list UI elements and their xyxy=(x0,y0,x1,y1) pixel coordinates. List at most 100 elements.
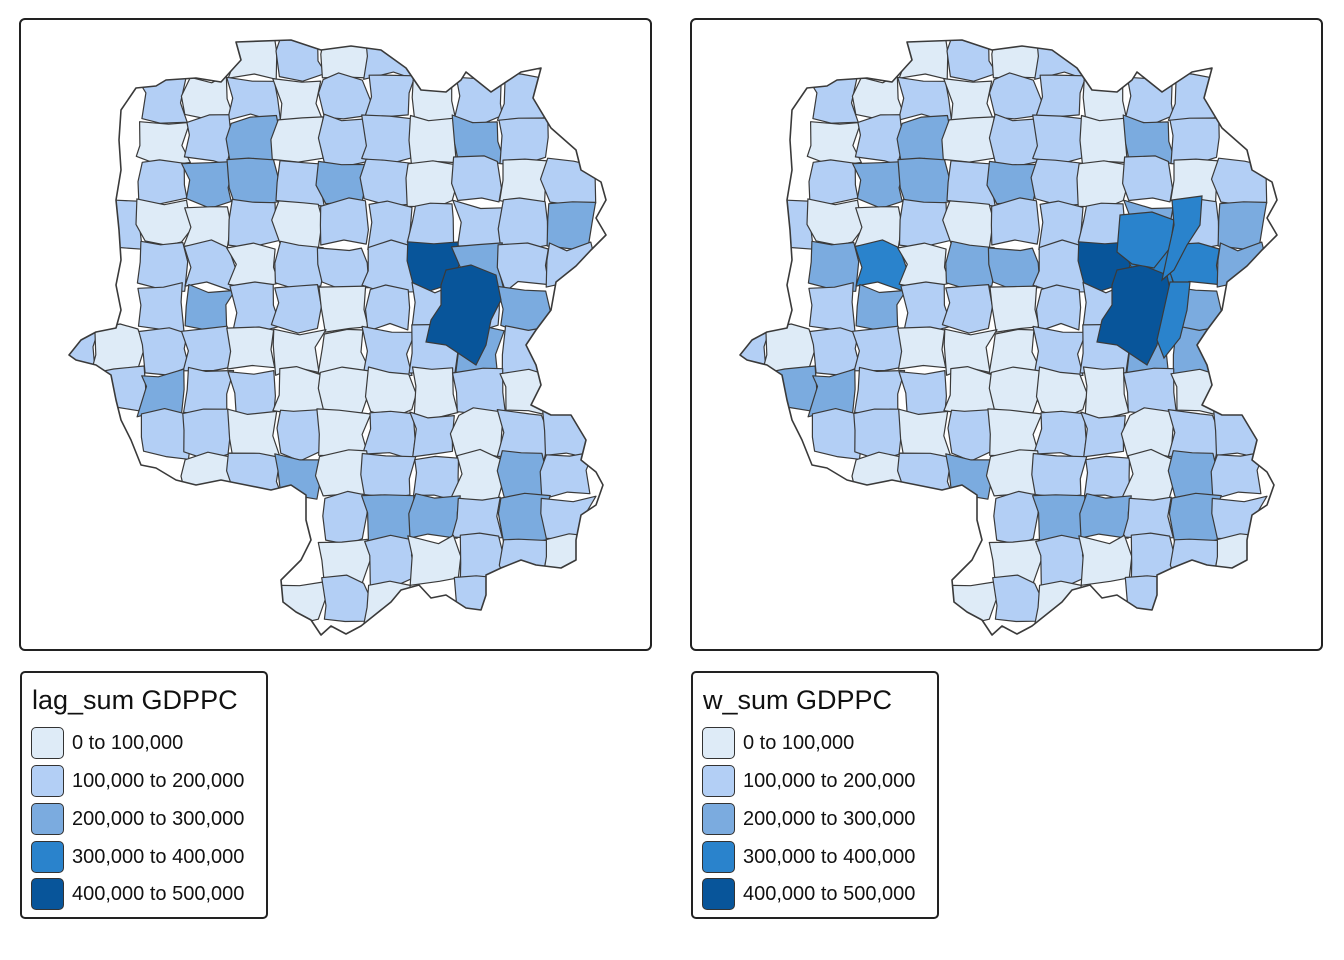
county-region xyxy=(364,74,416,118)
county-region xyxy=(364,284,411,332)
legend-label: 200,000 to 300,000 xyxy=(743,808,916,830)
legend-item: 300,000 to 400,000 xyxy=(702,841,934,873)
county-region xyxy=(540,495,597,540)
county-region xyxy=(763,365,818,412)
legend-swatch xyxy=(31,841,64,873)
county-region xyxy=(226,157,280,206)
county-region xyxy=(1212,408,1266,460)
legend-label: 300,000 to 400,000 xyxy=(72,846,245,868)
legend-swatch xyxy=(31,727,64,759)
county-region xyxy=(1130,532,1176,584)
county-region xyxy=(1122,367,1178,415)
county-region xyxy=(361,325,416,377)
legend-item: 0 to 100,000 xyxy=(702,727,934,759)
county-region xyxy=(993,490,1039,546)
county-region xyxy=(316,247,370,289)
legend-lag-sum: lag_sum GDPPC 0 to 100,000 100,000 to 20… xyxy=(20,671,268,919)
county-region xyxy=(539,157,597,205)
county-region xyxy=(941,284,993,334)
county-region xyxy=(541,408,595,460)
legend-item: 100,000 to 200,000 xyxy=(702,765,934,797)
county-region xyxy=(898,198,952,249)
county-region-ring xyxy=(1156,281,1191,360)
county-region xyxy=(229,281,282,335)
county-region xyxy=(542,533,595,587)
legend-swatch xyxy=(31,803,64,835)
legend-label: 0 to 100,000 xyxy=(743,732,855,754)
county-region xyxy=(1035,366,1088,419)
legend-item: 200,000 to 300,000 xyxy=(31,803,263,835)
county-region xyxy=(317,72,372,120)
legend-swatch xyxy=(702,841,735,873)
county-region xyxy=(1122,155,1173,203)
county-regions xyxy=(740,40,1268,628)
county-region-core xyxy=(425,264,502,366)
county-region xyxy=(854,114,904,166)
county-regions xyxy=(69,40,597,628)
county-region xyxy=(992,574,1043,623)
county-region xyxy=(407,534,462,586)
county-region xyxy=(1080,411,1126,458)
county-region xyxy=(137,159,188,205)
map-panel-w-sum xyxy=(690,18,1323,651)
county-region xyxy=(941,116,995,163)
county-region xyxy=(855,283,907,331)
county-region xyxy=(450,448,507,504)
county-region xyxy=(498,538,552,582)
county-region xyxy=(1082,72,1129,125)
county-region xyxy=(809,72,859,124)
county-region xyxy=(1076,160,1131,208)
legend-item: 300,000 to 400,000 xyxy=(31,841,263,873)
legend-label: 300,000 to 400,000 xyxy=(743,846,916,868)
county-region xyxy=(1122,496,1174,540)
choropleth-map-w-sum xyxy=(739,39,1278,636)
county-region xyxy=(362,410,416,461)
county-region xyxy=(851,74,905,120)
county-region xyxy=(274,453,322,500)
county-region xyxy=(183,114,233,166)
county-region xyxy=(501,325,551,377)
legend-item: 400,000 to 500,000 xyxy=(702,878,934,910)
legend-swatch xyxy=(31,878,64,910)
county-region xyxy=(360,452,417,499)
county-region xyxy=(499,368,549,416)
county-region xyxy=(808,159,859,205)
county-region xyxy=(897,157,951,206)
county-region xyxy=(319,197,369,246)
county-region xyxy=(138,72,188,124)
county-region-ring xyxy=(1161,195,1203,282)
county-region-ring xyxy=(1116,211,1175,269)
county-region xyxy=(898,408,952,461)
county-region xyxy=(1210,451,1266,500)
county-region xyxy=(1035,534,1088,588)
county-region xyxy=(180,74,234,120)
county-region xyxy=(1078,534,1133,586)
county-region xyxy=(361,114,417,164)
choropleth-map-lag-sum xyxy=(68,39,607,636)
county-region xyxy=(138,327,190,376)
legend-label: 400,000 to 500,000 xyxy=(743,883,916,905)
county-region xyxy=(274,240,328,289)
county-region xyxy=(180,325,233,372)
province-outline xyxy=(739,39,1278,636)
county-region xyxy=(1035,74,1087,118)
county-region xyxy=(135,121,191,167)
county-region xyxy=(137,282,185,335)
county-region-core xyxy=(1096,264,1173,366)
county-region xyxy=(945,453,993,500)
county-region xyxy=(362,580,411,627)
county-region xyxy=(451,155,502,203)
county-region xyxy=(851,325,904,372)
county-region xyxy=(1033,580,1082,627)
county-region xyxy=(408,493,461,539)
county-region xyxy=(453,575,505,628)
county-region xyxy=(990,197,1040,246)
legend-label: 0 to 100,000 xyxy=(72,732,184,754)
province-outline xyxy=(68,39,607,636)
county-region xyxy=(1035,284,1082,332)
county-region xyxy=(497,197,549,251)
county-region xyxy=(364,534,417,588)
county-region xyxy=(69,328,100,375)
county-region xyxy=(807,240,860,292)
county-region xyxy=(987,408,1043,458)
